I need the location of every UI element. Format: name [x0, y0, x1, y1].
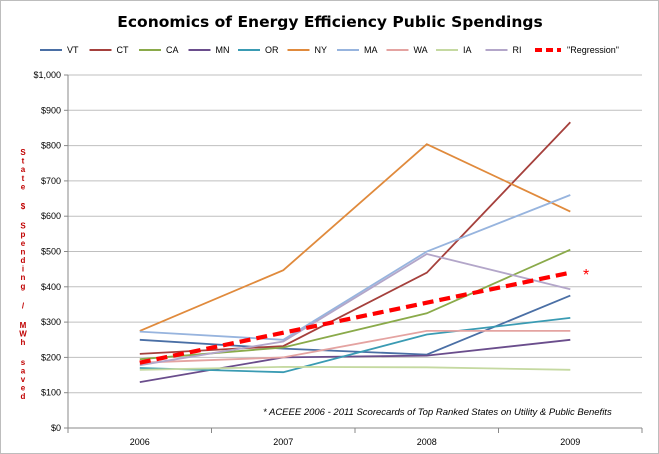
y-tick-label: $900 [41, 105, 61, 115]
regression-asterisk: * [583, 267, 589, 284]
x-tick-label: 2006 [130, 437, 150, 447]
legend-label: RI [513, 45, 522, 55]
series-line-ny [139, 143, 571, 332]
y-axis-label-char: n [21, 273, 26, 282]
y-axis-label-char: t [22, 174, 25, 183]
y-axis-label-char: e [21, 384, 26, 393]
series-line-or [139, 317, 571, 374]
x-tick-label: 2008 [417, 437, 437, 447]
y-axis-label-char: / [22, 301, 25, 310]
y-tick-label: $1,000 [33, 70, 61, 80]
y-axis-label-char: p [21, 230, 26, 239]
y-axis-label-char: i [22, 265, 24, 274]
y-tick-label: $400 [41, 282, 61, 292]
gridlines [64, 74, 643, 433]
y-axis-label-char: a [21, 165, 26, 174]
y-axis-label-char: s [21, 358, 26, 367]
y-axis-label-char: n [21, 247, 26, 256]
y-tick-label: $700 [41, 176, 61, 186]
series-line-wa [139, 329, 571, 364]
y-axis-label-char: S [20, 222, 26, 231]
y-tick-label: $100 [41, 388, 61, 398]
y-axis-label-char: t [22, 157, 25, 166]
legend-label: MN [216, 45, 230, 55]
legend-label: CA [166, 45, 179, 55]
y-axis-label-char: M [20, 321, 27, 330]
series-line-ia [139, 365, 571, 371]
y-axis-label-char: h [21, 338, 26, 347]
y-tick-label: $200 [41, 352, 61, 362]
legend-label: WA [414, 45, 428, 55]
series-lines [139, 121, 571, 383]
x-tick-label: 2007 [273, 437, 293, 447]
x-tick-label: 2009 [560, 437, 580, 447]
y-axis-label-char: e [21, 182, 26, 191]
legend-label: "Regression" [567, 45, 619, 55]
series-line-ri [139, 253, 571, 367]
source-note: * ACEEE 2006 - 2011 Scorecards of Top Ra… [263, 407, 612, 418]
y-axis-label-char: d [21, 256, 26, 265]
series-line-regression [139, 270, 571, 365]
y-axis-label-char: $ [21, 202, 26, 211]
y-tick-label: $800 [41, 141, 61, 151]
y-tick-label: $0 [51, 423, 61, 433]
legend-label: IA [463, 45, 472, 55]
y-axis-label-char: g [21, 282, 26, 291]
y-axis-label-char: a [21, 366, 26, 375]
series-line-vt [139, 294, 571, 356]
y-tick-label: $600 [41, 211, 61, 221]
series-line-ct [139, 121, 571, 355]
y-axis-label-char: d [21, 392, 26, 401]
x-axis-ticks: 2006 2007 2008 2009 [130, 437, 581, 447]
chart-title: Economics of Energy Efficiency Public Sp… [117, 13, 542, 31]
y-axis-ticks: $0 $100 $200 $300 $400 $500 $600 $700 $800 $900 $1… [33, 70, 61, 433]
legend-label: MA [364, 45, 378, 55]
y-axis-label-char: v [21, 375, 26, 384]
series-line-ma [139, 194, 571, 341]
legend-label: NY [315, 45, 328, 55]
y-axis-label-char: e [21, 239, 26, 248]
legend-label: OR [265, 45, 279, 55]
y-tick-label: $500 [41, 247, 61, 257]
y-axis-label-char: S [20, 148, 26, 157]
y-axis-label-char: W [19, 330, 27, 339]
legend: VT CT CA MN OR NY MA WA IA RI "Regression" [40, 45, 619, 55]
y-tick-label: $300 [41, 317, 61, 327]
legend-label: VT [67, 45, 79, 55]
legend-label: CT [117, 45, 129, 55]
